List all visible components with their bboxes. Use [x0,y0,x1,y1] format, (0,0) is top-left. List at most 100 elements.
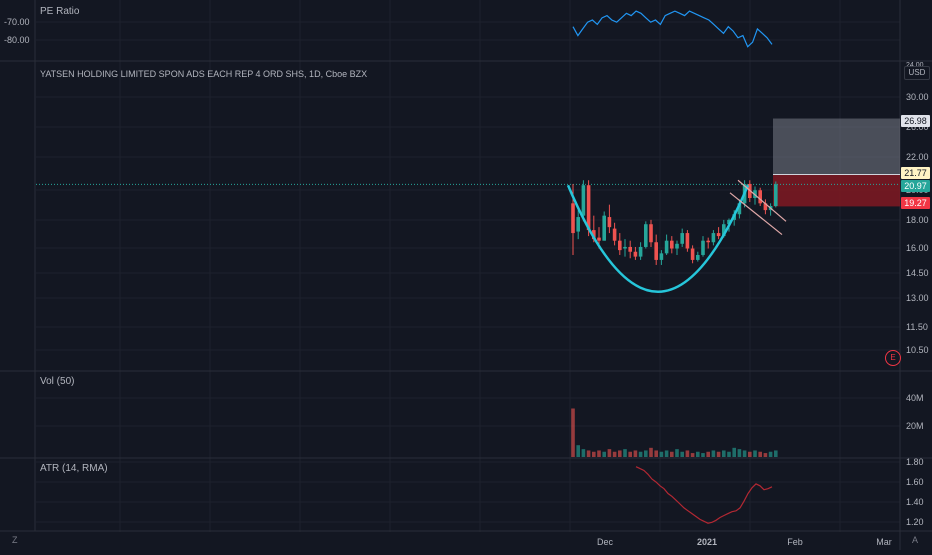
atr-axis-tick: 1.40 [906,497,924,507]
main-pane-title: YATSEN HOLDING LIMITED SPON ADS EACH REP… [40,69,368,79]
last-price-tag: 20.97 [901,180,930,192]
candle-body [696,254,700,260]
volume-bar [716,451,721,457]
auto-scale-button[interactable]: A [912,535,919,545]
volume-bar [654,450,658,457]
drawings[interactable] [566,179,787,293]
long-position-tool[interactable] [36,118,900,207]
volume-bar [607,449,612,457]
flag-upper-line [737,179,787,222]
volume-bar [638,451,643,457]
volume-bar [659,451,664,457]
candle-body [737,203,742,215]
candle-body [727,219,731,225]
volume-bar [649,447,653,457]
position-target-zone [773,118,900,175]
volume-bar [727,451,731,457]
volume-axis-tick: 20M [906,421,924,431]
volume-bar [633,450,638,457]
candle-body [659,253,664,260]
volume-bar [644,450,648,457]
atr-pane-title: ATR (14, RMA) [40,463,108,474]
earnings-badge[interactable]: E [885,350,901,366]
candle-body [597,237,601,241]
volume-bar [722,450,726,457]
volume-bar [571,408,575,457]
cup-curve [566,184,750,293]
volume-bar [623,449,627,457]
volume-bar [753,450,757,457]
atr-axis-tick: 1.60 [906,477,924,487]
price-axis-tick: 10.50 [906,345,929,355]
candle-body [649,224,653,243]
candle-body [602,215,606,241]
volume-bar [612,451,617,457]
currency-badge[interactable]: USD [904,66,930,80]
candle-body [654,242,658,260]
candle-body [633,251,638,257]
pe-ratio-line [572,10,773,48]
candle-body [592,230,596,240]
price-axis-tick: 30.00 [906,92,929,102]
volume-bar [701,453,705,457]
candle-body [612,228,617,241]
price-axis-tick: 26.00 [906,122,929,132]
volume-bar [768,451,773,457]
price-axis-tick: 22.00 [906,152,929,162]
volume-axis-tick: 40M [906,393,924,403]
volume-bar [597,450,601,457]
candle-body [758,190,762,204]
entry-price-tag: 21.77 [901,167,930,179]
volume-bar [680,451,684,457]
grid [36,0,900,532]
volume-bar [774,450,778,457]
volume-bar [685,450,690,457]
atr-series [635,466,773,524]
candle-body [701,240,705,255]
volume-series [571,408,778,457]
candle-body [675,243,679,249]
time-axis-label: Mar [876,537,892,547]
volume-bar [602,451,606,457]
vol-pane-title: Vol (50) [40,376,75,387]
candle-body [763,203,768,211]
volume-bar [581,449,586,457]
atr-axis-tick: 1.20 [906,517,924,527]
volume-bar [742,450,747,457]
candle-body [690,248,695,260]
volume-bar [763,453,768,457]
volume-bar [618,450,622,457]
position-stop-zone [773,174,900,207]
volume-bar [732,447,736,457]
candle-body [581,185,586,216]
candle-body [618,240,622,251]
candle-body [607,217,612,228]
volume-bar [576,445,580,457]
price-axis-tick: 14.50 [906,268,929,278]
candle-body [680,233,684,244]
atr-line [635,466,773,524]
price-axis-tick: 16.00 [906,243,929,253]
pe-axis-tick: -80.00 [4,35,30,45]
pe-axis-tick: -70.00 [4,17,30,27]
time-axis-label: 2021 [697,537,717,547]
volume-bar [711,450,716,457]
candle-body [706,240,710,243]
candle-body [664,240,669,254]
candle-body [638,246,643,257]
candle-body [670,240,674,249]
volume-bar [670,451,674,457]
candle-body [576,217,580,232]
zoom-button[interactable]: Z [12,535,18,545]
atr-axis-tick: 1.80 [906,457,924,467]
time-axis-label: Feb [787,537,803,547]
candle-body [722,224,726,237]
volume-bar [748,451,752,457]
price-axis-tick: 13.00 [906,293,929,303]
volume-bar [675,449,679,457]
price-axis-tick: 11.50 [906,322,928,332]
volume-bar [737,449,742,457]
candle-body [774,184,778,207]
